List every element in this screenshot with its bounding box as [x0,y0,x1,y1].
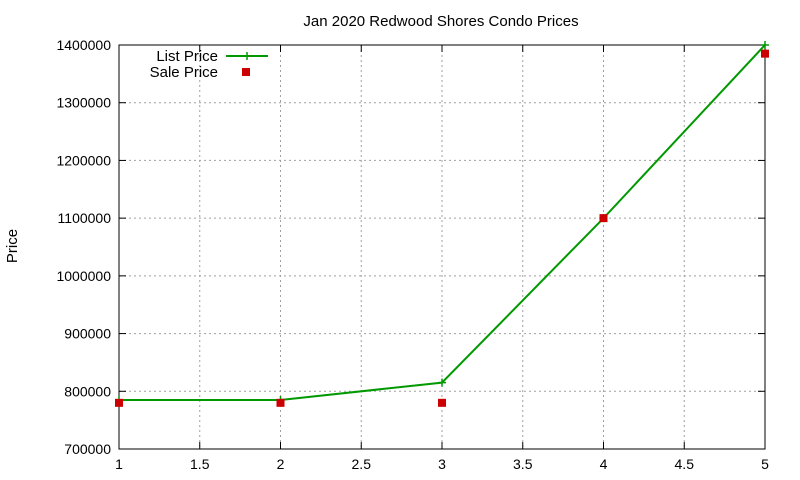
y-tick-label: 1400000 [56,37,111,53]
y-tick-label: 900000 [64,326,111,342]
legend-label: List Price [156,48,218,65]
series-layer [115,41,769,407]
x-tick-label: 3.5 [513,456,533,472]
data-point-plus [761,41,769,49]
legend-marker-square [242,68,250,76]
plot-frame [118,44,766,450]
x-tick-label: 1.5 [190,456,210,472]
data-point-square [599,214,608,223]
chart-title: Jan 2020 Redwood Shores Condo Prices [303,13,578,30]
x-tick-label: 2 [277,456,285,472]
x-tick-label: 1 [115,456,123,472]
data-point-plus [438,378,446,387]
legend-label: Sale Price [150,64,218,81]
series-sale-price [115,49,769,407]
x-tick-label: 4.5 [675,456,695,472]
y-tick-label: 1300000 [56,95,111,111]
data-point-square [276,398,285,407]
x-tick-label: 3 [438,456,446,472]
data-point-square [438,398,446,407]
y-tick-label: 800000 [64,383,111,399]
y-axis-label: Price [4,229,21,263]
axis-ticks: 1 1.5 2 2.5 3 3.5 4 4.5 5 700000 800000 900000 10000… [56,37,769,472]
y-tick-label: 1000000 [56,268,111,284]
x-tick-label: 4 [600,456,608,472]
grid-lines [119,45,765,449]
data-point-square [761,49,769,58]
y-tick-label: 700000 [64,441,111,457]
legend-marker-plus [243,52,251,60]
x-tick-label: 2.5 [352,456,372,472]
x-tick-label: 5 [761,456,769,472]
y-tick-label: 1100000 [58,210,112,226]
y-tick-label: 1200000 [56,152,111,168]
data-point-square [115,398,123,407]
